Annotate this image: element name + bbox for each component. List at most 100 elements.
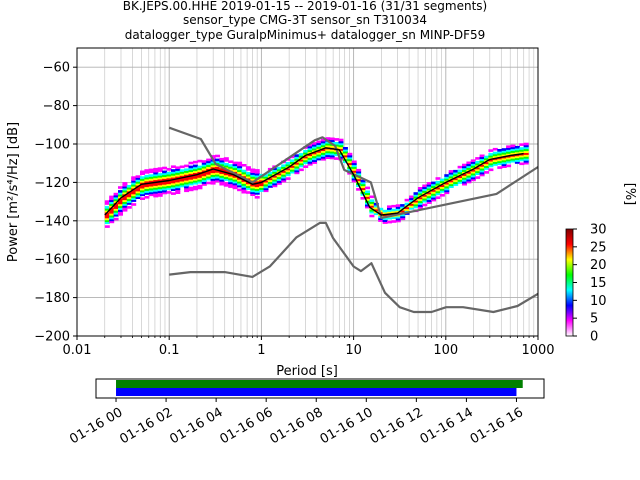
- psd-cell: [316, 140, 322, 144]
- psd-cell: [245, 187, 251, 190]
- psd-cell: [298, 164, 304, 168]
- psd-cell: [228, 183, 234, 186]
- psd-cell: [475, 160, 481, 164]
- psd-cell: [444, 176, 450, 179]
- psd-cell: [303, 157, 309, 161]
- y-axis-label: Power [m²/s⁴/Hz] [dB]: [6, 122, 21, 262]
- psd-cell: [356, 176, 362, 180]
- psd-cell: [409, 197, 415, 201]
- psd-cell: [232, 163, 238, 167]
- psd-cell: [453, 181, 459, 184]
- psd-cell: [431, 191, 437, 194]
- psd-cell: [153, 185, 159, 188]
- psd-cell: [118, 203, 123, 207]
- psd-cell: [422, 196, 428, 199]
- psd-cell: [263, 183, 269, 187]
- psd-cell: [320, 158, 326, 161]
- psd-cell: [351, 164, 357, 167]
- psd-cell: [223, 176, 229, 179]
- psd-cell: [484, 165, 489, 168]
- psd-cell: [241, 171, 247, 175]
- psd-cell: [193, 172, 198, 175]
- psd-cell: [201, 167, 207, 171]
- psd-cell: [303, 151, 309, 155]
- psd-cell: [210, 168, 216, 172]
- psd-cell: [223, 159, 229, 162]
- psd-cell: [466, 175, 472, 178]
- psd-cell: [294, 167, 300, 171]
- psd-cell: [210, 164, 216, 168]
- psd-cell: [325, 144, 331, 148]
- psd-cell: [126, 194, 132, 198]
- psd-cell: [501, 152, 507, 155]
- psd-cell: [250, 183, 256, 187]
- psd-cell: [193, 168, 198, 172]
- psd-cell: [166, 191, 172, 194]
- y-tick-label: −80: [43, 99, 70, 114]
- psd-cell: [197, 175, 203, 178]
- psd-cell: [113, 214, 119, 217]
- psd-cell: [122, 195, 128, 199]
- psd-cell: [272, 171, 278, 174]
- psd-cell: [104, 209, 110, 213]
- time-tick-label: 01-16 10: [318, 405, 376, 447]
- psd-cell: [413, 196, 419, 199]
- psd-cell: [356, 180, 362, 183]
- psd-cell: [514, 161, 520, 164]
- psd-cell: [206, 170, 212, 173]
- psd-cell: [210, 172, 216, 175]
- psd-cell: [312, 155, 317, 159]
- psd-cell: [391, 204, 397, 208]
- psd-cell: [254, 171, 260, 174]
- psd-cell: [148, 185, 154, 189]
- psd-cell: [223, 163, 229, 166]
- psd-cell: [175, 170, 181, 173]
- psd-cell: [312, 142, 317, 145]
- psd-cell: [329, 149, 335, 152]
- psd-cell: [426, 184, 432, 187]
- psd-cell: [162, 191, 168, 195]
- psd-cell: [157, 184, 163, 188]
- psd-cell: [254, 196, 260, 199]
- psd-cell: [312, 151, 317, 155]
- psd-cell: [131, 184, 137, 187]
- psd-cell: [201, 160, 207, 163]
- psd-cell: [113, 198, 119, 202]
- psd-cell: [444, 185, 450, 189]
- psd-cell: [417, 188, 423, 192]
- psd-cell: [413, 192, 419, 195]
- psd-cell: [307, 159, 313, 162]
- title-line-2: sensor_type CMG-3T sensor_sn T310034: [183, 13, 427, 27]
- psd-cell: [316, 142, 322, 145]
- psd-cell: [122, 182, 128, 185]
- psd-cell: [329, 139, 335, 142]
- psd-cell: [488, 168, 494, 172]
- psd-cell: [338, 154, 344, 157]
- psd-cell: [409, 203, 415, 206]
- psd-cell: [237, 167, 243, 171]
- psd-cell: [215, 158, 220, 162]
- psd-cell: [126, 206, 132, 209]
- psd-cell: [250, 193, 256, 196]
- psd-cell: [193, 180, 198, 183]
- psd-cell: [109, 212, 115, 216]
- psd-cell: [223, 166, 229, 170]
- psd-cell: [285, 162, 291, 165]
- psd-cell: [131, 195, 137, 199]
- psd-cell: [201, 173, 207, 177]
- psd-cell: [276, 180, 282, 183]
- psd-cell: [316, 144, 322, 147]
- psd-cell: [175, 168, 181, 171]
- psd-cell: [404, 202, 410, 206]
- psd-cell: [263, 185, 269, 189]
- psd-cell: [184, 164, 190, 168]
- psd-cell: [373, 206, 379, 210]
- psd-cell: [201, 181, 207, 184]
- psd-cell: [184, 172, 190, 175]
- psd-cell: [395, 217, 401, 221]
- psd-cell: [104, 219, 110, 223]
- time-tick-label: 01-16 08: [268, 405, 326, 447]
- psd-cell: [175, 166, 181, 169]
- psd-cell: [206, 162, 212, 166]
